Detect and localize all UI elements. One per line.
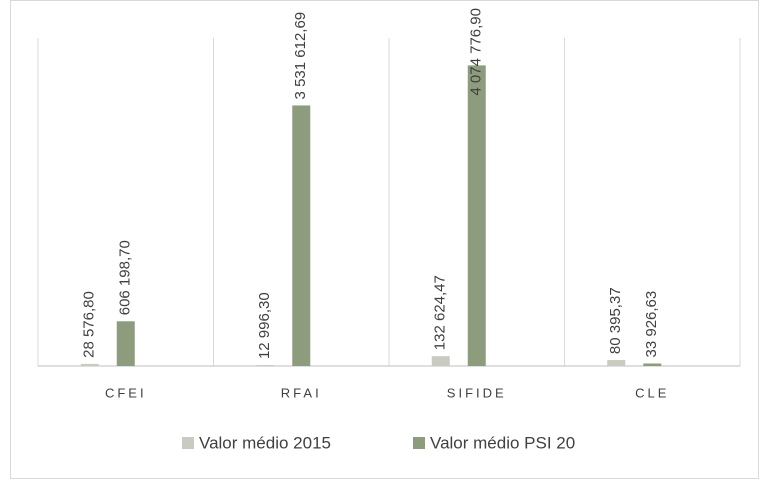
bar (467, 65, 486, 367)
bar (643, 363, 662, 366)
legend-label: Valor médio PSI 20 (430, 433, 575, 452)
x-tick-label: SIFIDE (447, 385, 507, 400)
data-label: 606 198,70 (117, 240, 134, 315)
data-label: 28 576,80 (81, 291, 98, 358)
legend-label: Valor médio 2015 (199, 433, 331, 452)
bar (256, 365, 275, 366)
bar (116, 321, 135, 366)
bar (80, 363, 99, 366)
data-label: 33 926,63 (643, 291, 660, 358)
x-tick-label: CFEI (105, 385, 147, 400)
legend-swatch (413, 437, 425, 449)
x-tick-label: RFAI (281, 385, 322, 400)
data-label: 3 531 612,69 (292, 12, 309, 100)
data-label: 132 624,47 (432, 275, 449, 350)
chart-border (10, 0, 759, 479)
data-label: 80 395,37 (607, 287, 624, 354)
bar (607, 360, 626, 366)
x-tick-label: CLE (635, 385, 669, 400)
bar (431, 356, 450, 366)
data-label: 12 996,30 (256, 292, 273, 359)
data-label: 4 074 776,90 (468, 8, 485, 96)
legend-swatch (182, 437, 194, 449)
bar (292, 105, 311, 366)
